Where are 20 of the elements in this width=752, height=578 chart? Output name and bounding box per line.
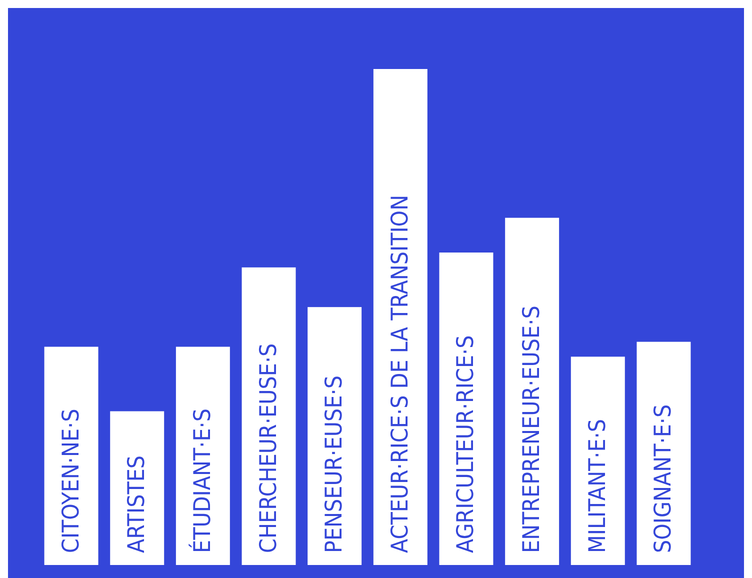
bar (439, 252, 494, 565)
bar (373, 69, 428, 565)
bar (308, 307, 362, 565)
x-tick-label: ÉTUDIANT·E·S (188, 408, 216, 553)
x-tick-label: SOIGNANT·E·S (650, 404, 677, 553)
x-tick-label: CHERCHEUR·EUSE·S (256, 343, 282, 553)
x-tick-label: PENSEUR·EUSE·S (322, 376, 348, 553)
bar (176, 346, 230, 565)
x-tick-label: ENTREPRENEUR·EUSE·S (519, 306, 546, 553)
x-tick-label: ARTISTES (124, 455, 150, 553)
bar (110, 411, 164, 565)
bar (505, 218, 560, 565)
bar (570, 356, 625, 565)
bar (636, 342, 691, 565)
x-tick-label: ACTEUR·RICE·S DE LA TRANSITION (387, 194, 414, 553)
x-tick-label: AGRICULTEUR·RICE·S (453, 335, 480, 553)
bar (44, 346, 98, 565)
x-tick-label: MILITANT·E·S (584, 418, 611, 553)
bar (242, 267, 296, 565)
x-tick-label: CITOYEN·NE·S (58, 408, 84, 553)
